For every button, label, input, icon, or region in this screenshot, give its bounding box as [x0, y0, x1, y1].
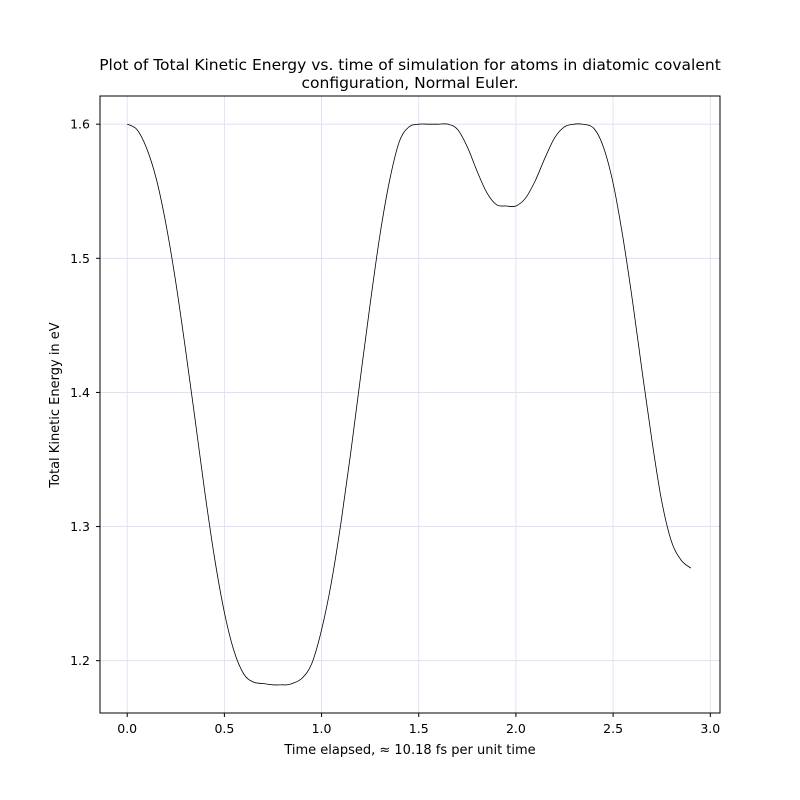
x-tick-label: 1.0	[312, 721, 332, 736]
x-tick-label: 0.5	[214, 721, 234, 736]
y-tick-label: 1.6	[70, 117, 90, 132]
x-tick-label: 3.0	[700, 721, 720, 736]
chart-title-line-2: configuration, Normal Euler.	[301, 74, 518, 92]
chart-title-line-1: Plot of Total Kinetic Energy vs. time of…	[99, 56, 721, 74]
y-tick-label: 1.3	[70, 519, 90, 534]
y-axis: 1.2 1.3 1.4 1.5 1.6	[70, 117, 100, 668]
x-tick-label: 1.5	[409, 721, 429, 736]
x-axis: 0.0 0.5 1.0 1.5 2.0 2.5 3.0	[117, 713, 720, 736]
x-tick-label: 2.0	[506, 721, 526, 736]
series-line	[127, 123, 692, 686]
y-tick-label: 1.5	[70, 251, 90, 266]
y-tick-label: 1.4	[70, 385, 90, 400]
plot-frame	[99, 95, 721, 714]
x-tick-label: 0.0	[117, 721, 137, 736]
grid	[100, 96, 720, 713]
y-axis-label: Total Kinetic Energy in eV	[48, 322, 63, 488]
series-layer	[127, 123, 692, 686]
x-axis-label: Time elapsed, ≈ 10.18 fs per unit time	[283, 743, 535, 758]
y-tick-label: 1.2	[70, 653, 90, 668]
x-tick-label: 2.5	[603, 721, 623, 736]
